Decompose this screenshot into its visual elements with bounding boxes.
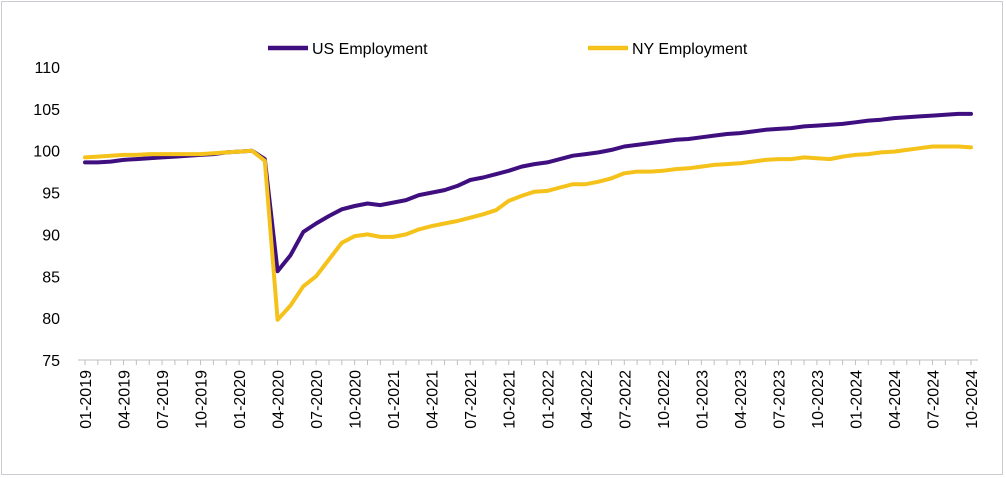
x-tick-label: 07-2021 (463, 370, 480, 429)
x-tick-label: 07-2022 (617, 370, 634, 429)
x-tick-label: 01-2024 (848, 370, 865, 429)
x-tick-label: 04-2022 (579, 370, 596, 429)
x-tick-label: 01-2020 (232, 370, 249, 429)
y-tick-label: 80 (42, 311, 60, 328)
x-tick-label: 10-2020 (348, 370, 365, 429)
y-tick-label: 95 (42, 186, 60, 203)
legend-label-us-employment: US Employment (312, 41, 428, 58)
x-tick-label: 01-2022 (540, 370, 557, 429)
series-lines (83, 111, 973, 322)
x-tick-label: 04-2019 (117, 370, 134, 429)
x-tick-label: 04-2020 (271, 370, 288, 429)
x-axis: 01-2019 04-2019 07-2019 10-2019 01-2020 04-20… (78, 359, 981, 429)
y-tick-label: 85 (42, 269, 60, 286)
x-tick-label: 10-2023 (810, 370, 827, 429)
x-tick-label: 01-2023 (694, 370, 711, 429)
x-tick-label: 07-2019 (155, 370, 172, 429)
x-tick-label: 04-2023 (733, 370, 750, 429)
y-tick-label: 105 (33, 102, 60, 119)
y-tick-label: 75 (42, 353, 60, 370)
y-tick-label: 90 (42, 227, 60, 244)
legend: US Employment NY Employment (268, 41, 748, 58)
x-tick-label: 04-2021 (425, 370, 442, 429)
y-axis: 75 80 85 90 95 100 105 110 (33, 60, 60, 370)
x-tick-label: 10-2019 (194, 370, 211, 429)
x-tick-label: 01-2019 (78, 370, 95, 429)
x-tick-label: 01-2021 (386, 370, 403, 429)
x-tick-label: 07-2023 (771, 370, 788, 429)
x-tick-label: 10-2021 (502, 370, 519, 429)
y-tick-label: 110 (34, 60, 60, 77)
y-tick-label: 100 (33, 144, 60, 161)
x-tick-label: 10-2024 (964, 370, 981, 429)
x-tick-label: 07-2024 (925, 370, 942, 429)
legend-label-ny-employment: NY Employment (632, 41, 748, 58)
series-line-ny-employment (83, 144, 973, 322)
x-tick-label: 04-2024 (887, 370, 904, 429)
x-tick-label: 07-2020 (309, 370, 326, 429)
x-tick-label: 10-2022 (656, 370, 673, 429)
